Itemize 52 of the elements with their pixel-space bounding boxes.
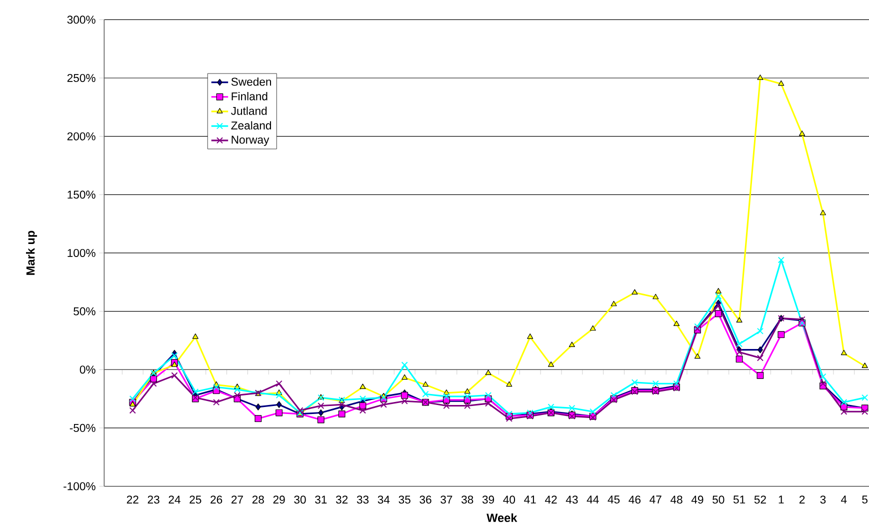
x-tick-label: 22 <box>126 496 138 504</box>
y-tick-label: -100% <box>64 482 96 490</box>
y-tick-label: 250% <box>67 74 96 82</box>
legend-label: Finland <box>232 92 268 101</box>
x-tick-label: 49 <box>691 496 704 504</box>
legend-label: Zealand <box>231 121 272 130</box>
x-tick-label: 27 <box>232 496 243 504</box>
x-tick-label: 38 <box>461 496 474 504</box>
x-tick-label: 31 <box>315 496 327 504</box>
x-tick-label: 42 <box>544 496 557 504</box>
x-tick-label: 46 <box>628 496 640 504</box>
x-tick-label: 29 <box>273 496 285 504</box>
x-tick-label: 5 <box>862 496 868 504</box>
legend-label: Norway <box>232 136 270 146</box>
x-tick-label: 2 <box>799 496 805 504</box>
x-tick-label: 4 <box>841 496 847 504</box>
x-axis-title: Week <box>486 514 518 522</box>
y-axis-title: Mark up <box>26 231 38 276</box>
x-tick-label: 25 <box>190 496 202 504</box>
x-tick-label: 36 <box>420 496 432 504</box>
x-tick-label: 35 <box>398 496 410 504</box>
y-tick-label: 150% <box>68 190 96 199</box>
y-tick-label: -50% <box>70 424 96 432</box>
x-tick-label: 51 <box>733 496 746 504</box>
y-tick-label: 300% <box>67 16 96 24</box>
x-tick-label: 47 <box>650 496 662 504</box>
x-tick-label: 34 <box>378 496 390 504</box>
x-tick-label: 32 <box>336 496 348 504</box>
x-tick-label: 44 <box>586 496 599 504</box>
x-tick-label: 52 <box>754 496 766 504</box>
x-tick-label: 41 <box>524 496 536 504</box>
y-tick-label: 0% <box>80 366 96 374</box>
y-tick-label: 50% <box>74 308 96 316</box>
legend-label: Sweden <box>231 78 272 86</box>
x-tick-label: 33 <box>356 496 369 504</box>
x-tick-label: 1 <box>778 496 784 504</box>
x-tick-label: 30 <box>294 496 306 504</box>
x-tick-label: 26 <box>210 496 222 504</box>
x-tick-label: 24 <box>168 496 180 504</box>
x-tick-label: 48 <box>670 496 682 504</box>
x-tick-label: 28 <box>252 496 264 504</box>
x-tick-label: 40 <box>503 496 516 504</box>
legend-label: Jutland <box>231 106 267 116</box>
x-tick-label: 23 <box>148 496 160 504</box>
x-tick-label: 3 <box>820 496 826 504</box>
x-tick-label: 50 <box>712 496 724 504</box>
y-tick-label: 200% <box>67 132 96 141</box>
x-tick-label: 43 <box>566 496 578 504</box>
y-tick-label: 100% <box>68 249 96 258</box>
x-tick-label: 37 <box>440 496 452 504</box>
x-tick-label: 45 <box>608 496 620 504</box>
x-tick-label: 39 <box>482 496 494 504</box>
